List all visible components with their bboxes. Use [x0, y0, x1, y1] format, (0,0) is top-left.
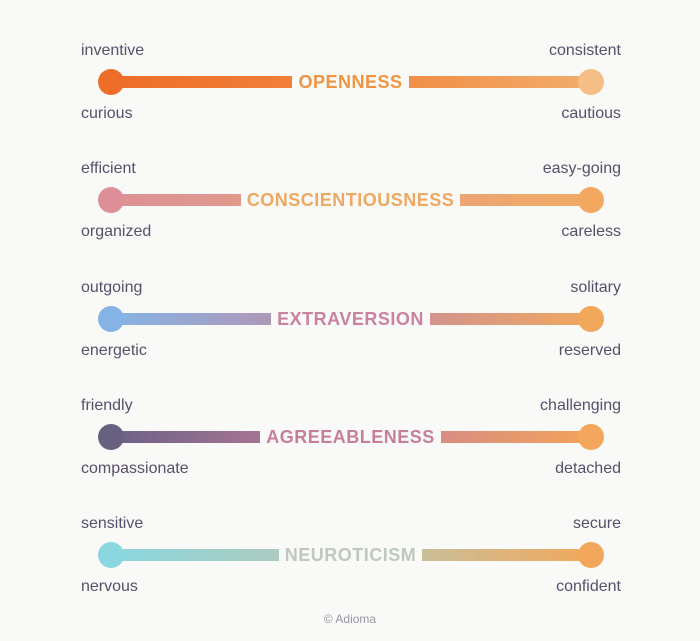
left-top-label: sensitive [81, 515, 144, 532]
left-top-label: inventive [81, 42, 145, 59]
left-top-label: friendly [81, 397, 133, 414]
left-bottom-label: curious [81, 105, 133, 122]
left-endpoint-dot [98, 424, 124, 450]
left-bottom-label: energetic [81, 342, 147, 359]
trait-scale: OPENNESS [96, 69, 605, 95]
trait-title: CONSCIENTIOUSNESS [240, 188, 461, 212]
right-bottom-label: detached [555, 460, 621, 477]
trait-conscientiousness: efficient easy-going CONSCIENTIOUSNESS o… [0, 118, 700, 240]
left-bottom-label: organized [81, 223, 152, 240]
trait-scale: EXTRAVERSION [96, 306, 605, 332]
trait-title: EXTRAVERSION [271, 307, 430, 331]
right-endpoint-dot [578, 306, 604, 332]
trait-agreeableness: friendly challenging AGREEABLENESS compa… [0, 355, 700, 477]
trait-scale: AGREEABLENESS [96, 424, 605, 450]
right-bottom-label: confident [556, 578, 621, 595]
trait-scale: CONSCIENTIOUSNESS [96, 187, 605, 213]
trait-scale: NEUROTICISM [96, 542, 605, 568]
right-bottom-label: cautious [561, 105, 621, 122]
right-top-label: challenging [540, 397, 621, 414]
left-top-label: outgoing [81, 279, 143, 296]
left-bottom-label: nervous [81, 578, 138, 595]
left-endpoint-dot [98, 306, 124, 332]
trait-title: AGREEABLENESS [260, 425, 441, 449]
right-endpoint-dot [578, 69, 604, 95]
trait-title: NEUROTICISM [278, 543, 423, 567]
right-bottom-label: reserved [558, 342, 621, 359]
left-bottom-label: compassionate [81, 460, 189, 477]
left-endpoint-dot [98, 187, 124, 213]
right-endpoint-dot [578, 187, 604, 213]
trait-neuroticism: sensitive secure NEUROTICISM nervous con… [0, 473, 700, 595]
trait-title: OPENNESS [292, 70, 409, 94]
right-endpoint-dot [578, 424, 604, 450]
right-top-label: consistent [548, 42, 621, 59]
trait-openness: inventive consistent OPENNESS curious ca… [0, 0, 700, 122]
right-top-label: easy-going [542, 160, 621, 177]
right-bottom-label: careless [561, 223, 621, 240]
left-top-label: efficient [81, 160, 136, 177]
right-endpoint-dot [578, 542, 604, 568]
left-endpoint-dot [98, 542, 124, 568]
trait-extraversion: outgoing solitary EXTRAVERSION energetic… [0, 237, 700, 359]
left-endpoint-dot [98, 69, 124, 95]
right-top-label: secure [572, 515, 621, 532]
right-top-label: solitary [570, 279, 621, 296]
copyright-credit: © Adioma [323, 612, 377, 626]
